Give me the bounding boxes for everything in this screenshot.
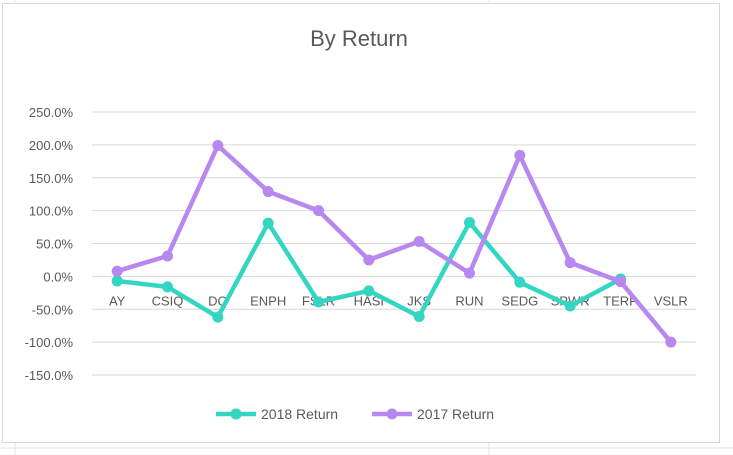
data-point[interactable]	[665, 336, 677, 348]
data-point[interactable]	[162, 250, 173, 262]
data-point[interactable]	[363, 254, 375, 266]
y-tick-label: 0.0%	[43, 269, 73, 284]
data-point[interactable]	[313, 205, 324, 217]
data-point[interactable]	[413, 236, 425, 248]
data-point[interactable]	[464, 267, 475, 279]
y-tick-label: -50.0%	[32, 302, 74, 317]
chart-area[interactable]	[2, 3, 720, 443]
data-point[interactable]	[111, 265, 123, 277]
data-point[interactable]	[162, 281, 173, 293]
y-tick-label: -150.0%	[25, 368, 74, 383]
data-point[interactable]	[514, 149, 526, 161]
data-point[interactable]	[262, 217, 274, 229]
gridlines	[92, 111, 696, 376]
series-line	[114, 143, 674, 345]
x-tick-label: RUN	[455, 293, 483, 308]
x-tick-label: SEDG	[501, 293, 538, 308]
series-2	[111, 140, 677, 348]
x-tick-label: AY	[109, 293, 126, 308]
data-point[interactable]	[111, 275, 123, 287]
data-point[interactable]	[212, 311, 224, 323]
data-point[interactable]	[564, 300, 576, 312]
y-tick-label: 150.0%	[29, 171, 74, 186]
data-point[interactable]	[564, 257, 576, 269]
legend-label: 2018 Return	[261, 406, 338, 422]
plot-series	[111, 140, 677, 348]
chart-title: By Return	[310, 26, 408, 51]
y-tick-label: 50.0%	[36, 237, 73, 252]
data-point[interactable]	[212, 140, 224, 152]
data-point[interactable]	[262, 186, 274, 198]
data-point[interactable]	[464, 216, 475, 228]
legend-item[interactable]: 2018 Return	[216, 406, 338, 422]
data-point[interactable]	[363, 285, 375, 297]
legend-marker	[386, 408, 398, 420]
data-point[interactable]	[615, 276, 626, 288]
data-point[interactable]	[514, 276, 526, 288]
x-tick-label: VSLR	[654, 293, 688, 308]
x-tick-label: TERP	[603, 293, 638, 308]
x-tick-label: ENPH	[250, 293, 286, 308]
data-point[interactable]	[313, 296, 324, 308]
y-tick-label: 250.0%	[29, 105, 74, 120]
y-tick-label: 100.0%	[29, 204, 74, 219]
y-tick-label: 200.0%	[29, 138, 74, 153]
x-tick-label: CSIQ	[152, 293, 184, 308]
y-axis: -150.0% -100.0% -50.0% 0.0% 50.0% 100.0% 150.0…	[25, 105, 74, 383]
legend-item[interactable]: 2017 Return	[372, 406, 494, 422]
legend[interactable]: 2018 Return 2017 Return	[216, 406, 494, 422]
legend-label: 2017 Return	[417, 406, 494, 422]
x-axis: AYCSIQDQENPHFSLRHASIJKSRUNSEDGSPWRTERPVS…	[109, 293, 688, 308]
series-1	[111, 216, 626, 323]
data-point[interactable]	[413, 310, 425, 322]
y-tick-label: -100.0%	[25, 335, 74, 350]
legend-marker	[230, 408, 242, 420]
